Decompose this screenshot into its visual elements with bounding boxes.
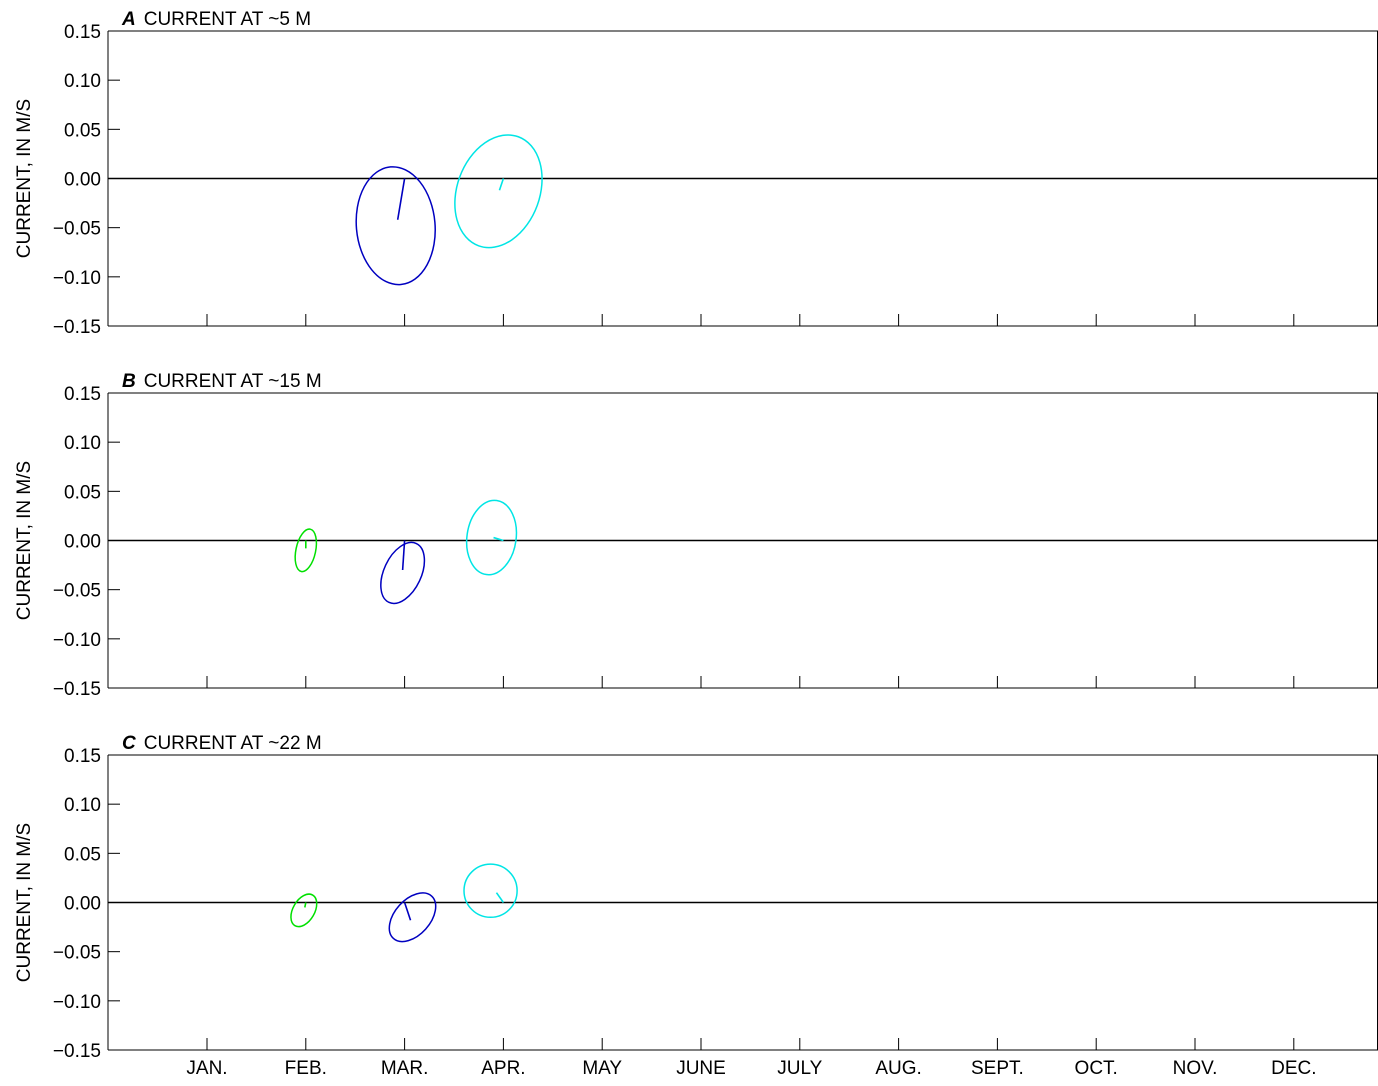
y-axis-label: CURRENT, IN M/S <box>14 99 35 258</box>
y-tick-label: 0.15 <box>64 384 101 405</box>
variance-ellipse-feb <box>294 528 318 573</box>
y-tick-label: 0.05 <box>64 482 101 503</box>
panel-b: B CURRENT AT ~15 M 0.15 0.10 0.05 0.00 −0.05 −0… <box>14 371 1378 700</box>
x-tick-label: JUNE <box>676 1058 726 1079</box>
y-tick-label: −0.10 <box>53 268 101 289</box>
panel-title: B CURRENT AT ~15 M <box>122 371 322 392</box>
panels-group: A CURRENT AT ~5 M 0.15 0.10 0.05 0.00 −0.05 −0.… <box>14 9 1378 1079</box>
y-tick-label: −0.05 <box>53 219 101 240</box>
x-tick-label: FEB. <box>285 1058 327 1079</box>
y-tick-label: −0.15 <box>53 1041 101 1062</box>
variance-ellipse-feb <box>290 893 318 928</box>
mean-current-vector-feb <box>304 902 307 908</box>
mean-current-vector-mar <box>396 178 406 220</box>
y-tick-label: −0.05 <box>53 943 101 964</box>
panel-title-text: CURRENT AT ~15 M <box>144 371 322 392</box>
y-tick-label: −0.05 <box>53 581 101 602</box>
mean-current-vector-mar <box>401 540 406 571</box>
y-tick-label: 0.10 <box>64 71 101 92</box>
x-tick-label: NOV. <box>1173 1058 1218 1079</box>
panel-title: C CURRENT AT ~22 M <box>122 733 322 754</box>
panel-letter: B <box>122 371 136 392</box>
variance-ellipse-mar <box>355 166 436 286</box>
panel-a: A CURRENT AT ~5 M 0.15 0.10 0.05 0.00 −0.05 −0.… <box>14 9 1378 338</box>
y-tick-label: −0.10 <box>53 630 101 651</box>
x-tick-label: MAY <box>582 1058 622 1079</box>
x-tick-label: JAN. <box>186 1058 227 1079</box>
x-tick-label: APR. <box>481 1058 525 1079</box>
panel-letter: C <box>122 733 136 754</box>
variance-ellipse-apr <box>454 134 543 249</box>
y-tick-label: 0.10 <box>64 795 101 816</box>
mean-current-vector-apr <box>493 536 504 542</box>
mean-current-vector-apr <box>498 178 505 191</box>
y-tick-label: −0.10 <box>53 992 101 1013</box>
y-axis-label: CURRENT, IN M/S <box>14 823 35 982</box>
x-tick-label: MAR. <box>381 1058 429 1079</box>
y-tick-label: 0.15 <box>64 746 101 767</box>
panel-title-text: CURRENT AT ~5 M <box>144 9 311 30</box>
y-tick-label: 0.05 <box>64 844 101 865</box>
y-tick-label: 0.05 <box>64 120 101 141</box>
y-tick-label: −0.15 <box>53 317 101 338</box>
x-tick-label: DEC. <box>1271 1058 1316 1079</box>
x-tick-label: AUG. <box>875 1058 921 1079</box>
y-tick-label: −0.15 <box>53 679 101 700</box>
x-tick-label: OCT. <box>1075 1058 1118 1079</box>
y-tick-label: 0.00 <box>64 170 101 191</box>
mean-current-vector-apr <box>495 892 505 903</box>
variance-ellipse-mar <box>380 541 426 605</box>
panel-title: A CURRENT AT ~5 M <box>121 9 311 30</box>
mean-current-vector-mar <box>403 902 412 921</box>
x-tick-label: JULY <box>777 1058 822 1079</box>
panel-letter: A <box>121 9 136 30</box>
y-tick-label: 0.00 <box>64 532 101 553</box>
y-tick-label: 0.10 <box>64 433 101 454</box>
variance-ellipse-mar <box>388 892 437 943</box>
y-axis-label: CURRENT, IN M/S <box>14 461 35 620</box>
x-tick-label: SEPT. <box>971 1058 1024 1079</box>
y-tick-label: 0.15 <box>64 22 101 43</box>
y-tick-label: 0.00 <box>64 894 101 915</box>
panel-title-text: CURRENT AT ~22 M <box>144 733 322 754</box>
variance-ellipse-apr <box>465 499 518 576</box>
variance-ellipse-apr <box>463 863 518 919</box>
panel-c: C CURRENT AT ~22 M 0.15 0.10 0.05 0.00 −0.05 −0… <box>14 733 1378 1079</box>
